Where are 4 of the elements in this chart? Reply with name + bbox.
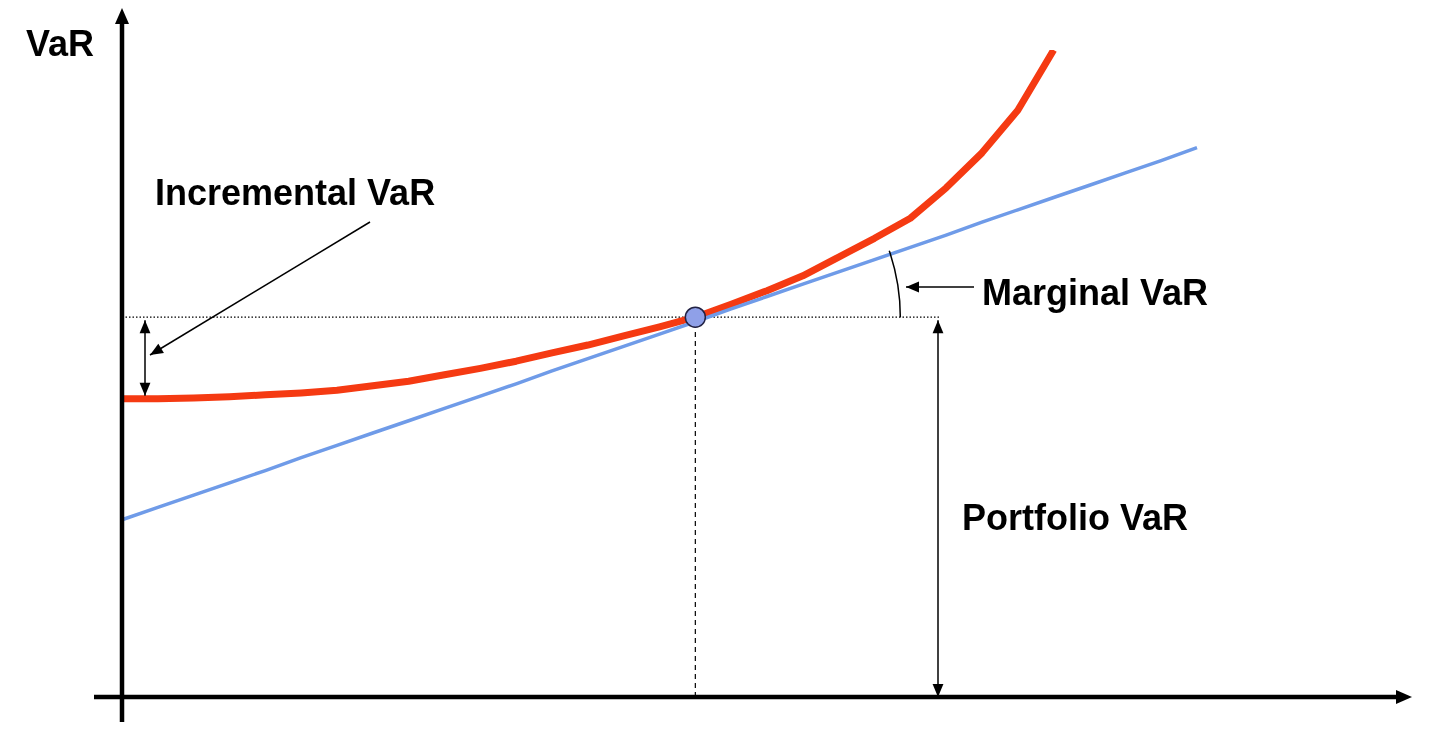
annotation: Marginal VaR [982, 272, 1209, 313]
annotation: Incremental VaR [155, 172, 436, 213]
annotation: Portfolio VaR [962, 497, 1189, 538]
y-axis-title: VaR [25, 23, 94, 64]
